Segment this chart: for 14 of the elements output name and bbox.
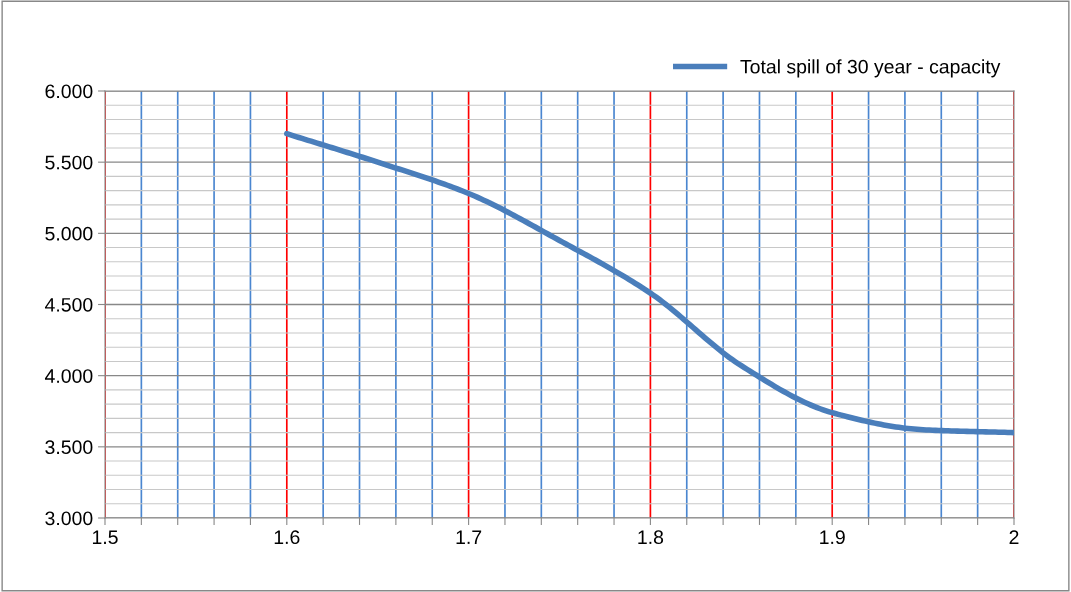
y-tick-label: 3.500: [45, 440, 93, 455]
x-tick-label: 1.5: [92, 530, 118, 545]
x-tick-label: 1.8: [638, 530, 664, 545]
x-tick-label: 1.6: [274, 530, 300, 545]
y-tick-label: 4.500: [44, 297, 93, 312]
y-tick-label: 5.500: [45, 155, 93, 170]
legend-label: Total spill of 30 year - capacity: [740, 59, 1001, 78]
x-tick-label: 2: [1009, 530, 1019, 544]
y-tick-label: 4.000: [44, 369, 93, 383]
y-tick-label: 3.000: [45, 511, 93, 526]
y-tick-label: 6.000: [45, 84, 93, 99]
y-tick-label: 5.000: [45, 226, 93, 241]
x-tick-label: 1.7: [456, 530, 482, 544]
x-tick-label: 1.9: [820, 530, 845, 545]
